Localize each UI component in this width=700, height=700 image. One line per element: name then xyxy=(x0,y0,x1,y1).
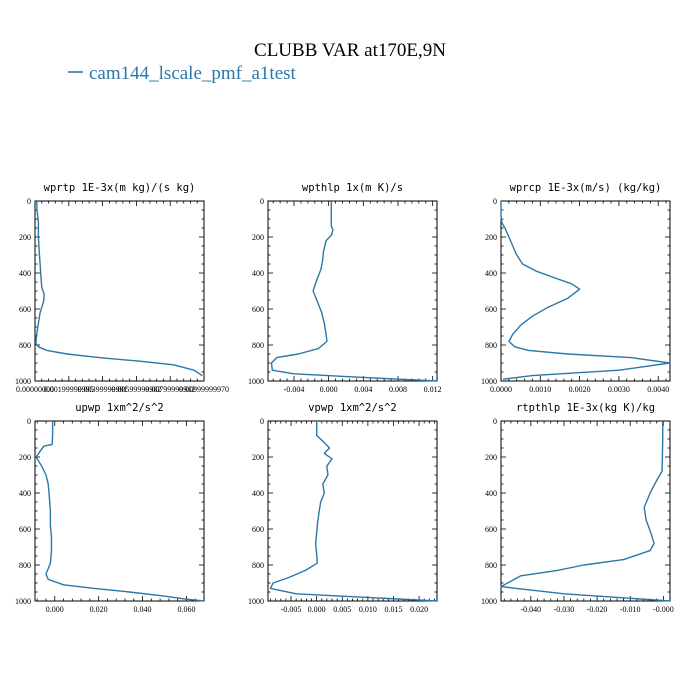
x-tick-label: 0.000 xyxy=(308,605,326,614)
y-tick-label: 1000 xyxy=(481,377,497,386)
y-tick-label: 1000 xyxy=(248,377,264,386)
series-line xyxy=(500,421,671,602)
x-tick-label: -0.010 xyxy=(620,605,641,614)
y-tick-label: 800 xyxy=(19,561,31,570)
y-tick-label: 800 xyxy=(485,341,497,350)
x-tick-label: 0.0010 xyxy=(529,385,551,394)
plot-frame xyxy=(267,420,438,602)
y-tick-label: 200 xyxy=(485,233,497,242)
x-tick-label: -0.030 xyxy=(554,605,575,614)
y-tick-label: 0 xyxy=(27,197,31,206)
panel-2: wpthlp 1x(m K)/s 0 200 400 600 800 1000 -0.004 0… xyxy=(248,182,442,394)
x-tick-label: 0.0040 xyxy=(647,385,669,394)
panel-1: wprtp 1E-3x(m kg)/(s kg) 0 200 400 600 800 100… xyxy=(15,182,229,394)
y-tick-label: 800 xyxy=(19,341,31,350)
x-tick-label: 0.020 xyxy=(410,605,428,614)
panel-title: upwp 1xm^2/s^2 xyxy=(75,402,164,414)
y-tick-label: 1000 xyxy=(15,377,31,386)
x-tick-label: 0.015 xyxy=(384,605,402,614)
plot-frame xyxy=(34,200,205,382)
y-tick-label: 400 xyxy=(252,489,264,498)
y-tick-label: 600 xyxy=(252,525,264,534)
series-line xyxy=(35,421,205,602)
series-line xyxy=(269,421,438,602)
x-tick-label: 0.0030 xyxy=(608,385,630,394)
x-tick-label: 0.020 xyxy=(90,605,108,614)
x-tick-label: 0.0000 xyxy=(490,385,512,394)
x-tick-label: 0.040 xyxy=(134,605,152,614)
x-tick-label: 0.0020 xyxy=(569,385,591,394)
y-tick-label: 600 xyxy=(485,525,497,534)
y-tick-label: 400 xyxy=(485,269,497,278)
x-tick-label: 0.00000000 xyxy=(16,385,54,394)
x-tick-label: 0.005 xyxy=(333,605,351,614)
series-line xyxy=(35,200,203,377)
figure-title: CLUBB VAR at170E,9N xyxy=(254,40,446,61)
x-tick-label: 0.00799999982 xyxy=(145,385,195,394)
x-tick-label: 0.012 xyxy=(424,385,442,394)
y-tick-label: 0 xyxy=(493,417,497,426)
panel-title: wpthlp 1x(m K)/s xyxy=(302,182,403,194)
y-tick-label: 1000 xyxy=(15,597,31,606)
y-tick-label: 0 xyxy=(493,197,497,206)
panel-4: upwp 1xm^2/s^2 0 200 400 600 800 1000 0.000 0.02… xyxy=(15,402,205,614)
legend: cam144_lscale_pmf_a1test xyxy=(68,63,297,84)
panel-title: rtpthlp 1E-3x(kg K)/kg xyxy=(516,402,655,414)
panel-6: rtpthlp 1E-3x(kg K)/kg 0 200 400 600 800 1000 -… xyxy=(481,402,674,614)
y-tick-label: 200 xyxy=(485,453,497,462)
legend-label: cam144_lscale_pmf_a1test xyxy=(89,63,297,84)
y-tick-label: 600 xyxy=(19,525,31,534)
x-tick-label: 0.000 xyxy=(46,605,64,614)
y-tick-label: 800 xyxy=(485,561,497,570)
y-tick-label: 200 xyxy=(252,233,264,242)
y-tick-label: 600 xyxy=(252,305,264,314)
panel-title: vpwp 1xm^2/s^2 xyxy=(308,402,397,414)
x-tick-label: 0.004 xyxy=(354,385,372,394)
plot-frame xyxy=(500,200,671,382)
x-tick-label: 0.00199999995 xyxy=(44,385,94,394)
x-tick-label: -0.005 xyxy=(281,605,302,614)
x-tick-label: 0.00399999991 xyxy=(78,385,128,394)
x-tick-label: 0.008 xyxy=(389,385,407,394)
plot-frame xyxy=(267,200,438,382)
x-tick-label: -0.040 xyxy=(520,605,541,614)
y-tick-label: 0 xyxy=(260,417,264,426)
plot-frame xyxy=(34,420,205,602)
x-tick-label: -0.004 xyxy=(284,385,305,394)
panel-title: wprcp 1E-3x(m/s) (kg/kg) xyxy=(510,182,662,194)
x-tick-label: -0.020 xyxy=(587,605,608,614)
y-tick-label: 0 xyxy=(260,197,264,206)
panel-3: wprcp 1E-3x(m/s) (kg/kg) 0 200 400 600 800 100… xyxy=(481,182,671,394)
x-tick-label: -0.000 xyxy=(653,605,674,614)
y-tick-label: 200 xyxy=(19,453,31,462)
y-tick-label: 800 xyxy=(252,561,264,570)
x-tick-label: 0.00999999970 xyxy=(179,385,229,394)
y-tick-label: 1000 xyxy=(481,597,497,606)
series-line xyxy=(500,201,671,380)
y-tick-label: 400 xyxy=(485,489,497,498)
panel-title: wprtp 1E-3x(m kg)/(s kg) xyxy=(44,182,196,194)
y-tick-label: 0 xyxy=(27,417,31,426)
y-tick-label: 1000 xyxy=(248,597,264,606)
series-line xyxy=(270,201,438,382)
y-tick-label: 800 xyxy=(252,341,264,350)
panel-grid: wprtp 1E-3x(m kg)/(s kg) 0 200 400 600 800 100… xyxy=(15,182,674,614)
y-tick-label: 600 xyxy=(19,305,31,314)
y-tick-label: 400 xyxy=(252,269,264,278)
y-tick-label: 200 xyxy=(19,233,31,242)
y-tick-label: 200 xyxy=(252,453,264,462)
panel-5: vpwp 1xm^2/s^2 0 200 400 600 800 1000 -0.005 0.0… xyxy=(248,402,438,614)
x-tick-label: 0.060 xyxy=(177,605,195,614)
y-tick-label: 400 xyxy=(19,269,31,278)
x-tick-label: 0.00599999982 xyxy=(111,385,161,394)
y-tick-label: 400 xyxy=(19,489,31,498)
y-tick-label: 600 xyxy=(485,305,497,314)
x-tick-label: 0.000 xyxy=(320,385,338,394)
x-tick-label: 0.010 xyxy=(359,605,377,614)
